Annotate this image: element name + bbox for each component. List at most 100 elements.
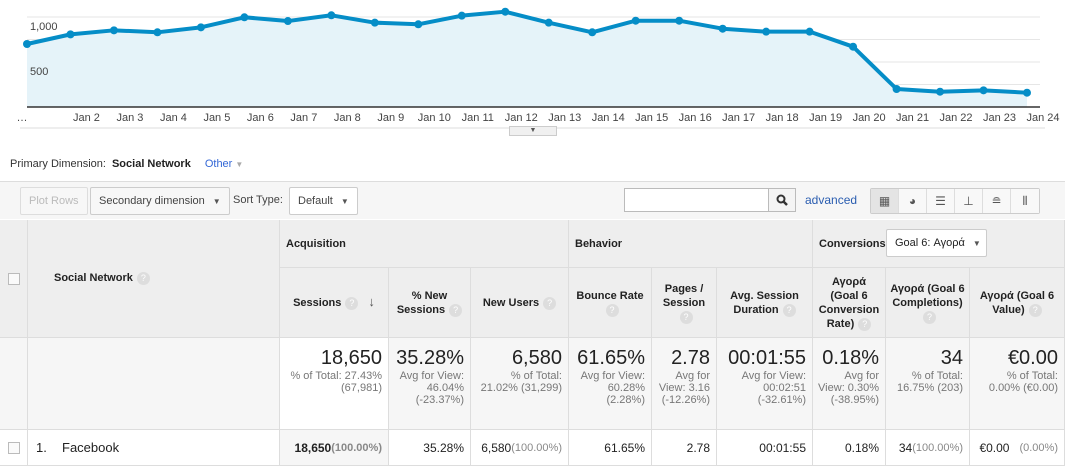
column-header[interactable]: Avg. Session Duration? bbox=[717, 268, 813, 338]
column-header-label: % New Sessions bbox=[396, 289, 448, 316]
search-button[interactable] bbox=[768, 188, 796, 212]
select-all-checkbox[interactable] bbox=[7, 272, 20, 285]
total-subtext: Avg for View: 3.16 (-12.26%) bbox=[658, 370, 710, 406]
x-tick-label: Jan 6 bbox=[247, 112, 274, 124]
data-point bbox=[370, 18, 379, 27]
table-search-input[interactable] bbox=[624, 188, 769, 212]
column-header-label: Bounce Rate bbox=[576, 289, 644, 302]
cell-value: 18,650 bbox=[294, 440, 332, 455]
column-header[interactable]: Pages / Session? bbox=[652, 268, 717, 338]
x-tick-label: Jan 20 bbox=[853, 112, 886, 124]
column-header[interactable]: Αγορά (Goal 6 Conversion Rate)? bbox=[813, 268, 886, 338]
data-point bbox=[23, 40, 31, 48]
x-tick-label: Jan 15 bbox=[635, 112, 668, 124]
secondary-dimension-dropdown[interactable]: Secondary dimension ▼ bbox=[90, 187, 230, 215]
group-behavior: Behavior bbox=[569, 220, 813, 268]
total-subtext: % of Total: 16.75% (203) bbox=[896, 370, 963, 394]
column-header-label: New Users bbox=[482, 296, 540, 309]
sort-type-dropdown[interactable]: Default ▼ bbox=[289, 187, 358, 215]
cell-value: 0.18% bbox=[844, 440, 879, 455]
totals-cell: 00:01:55 Avg for View: 00:02:51 (-32.61%) bbox=[717, 338, 813, 430]
table-view-grid-icon[interactable]: ▦ bbox=[871, 189, 899, 213]
advanced-filter-link[interactable]: advanced bbox=[805, 193, 858, 207]
chevron-down-icon: ▼ bbox=[972, 238, 981, 248]
column-header-label: Αγορά (Goal 6 Conversion Rate) bbox=[818, 275, 880, 330]
x-tick-label: Jan 2 bbox=[73, 112, 100, 124]
total-value: 35.28% bbox=[396, 347, 464, 369]
column-header[interactable]: Αγορά (Goal 6 Completions)? bbox=[886, 268, 970, 338]
chevron-down-icon: ▼ bbox=[235, 160, 244, 169]
column-header[interactable]: Bounce Rate? bbox=[569, 268, 652, 338]
help-icon[interactable]: ? bbox=[782, 303, 796, 317]
column-header-label: Αγορά (Goal 6 Completions) bbox=[890, 282, 965, 309]
help-icon[interactable]: ? bbox=[345, 297, 359, 310]
help-icon[interactable]: ? bbox=[1028, 303, 1042, 317]
totals-cell: 18,650% of Total: 27.43% (67,981) bbox=[280, 338, 389, 430]
performance-view-icon[interactable]: ☰ bbox=[927, 189, 955, 213]
pivot-view-icon[interactable]: ⦀ bbox=[1011, 189, 1039, 213]
row-checkbox[interactable] bbox=[7, 441, 20, 454]
row-cell: 0.18% bbox=[813, 430, 886, 466]
x-tick-label: Jan 14 bbox=[592, 112, 625, 124]
primary-dimension-social-network[interactable]: Social Network bbox=[111, 158, 191, 170]
column-header[interactable]: Αγορά (Goal 6 Value)? bbox=[970, 268, 1065, 338]
help-icon[interactable]: ? bbox=[858, 317, 872, 331]
x-tick-label: Jan 16 bbox=[679, 112, 712, 124]
cell-value: 61.65% bbox=[604, 440, 645, 455]
y-tick-label: 500 bbox=[30, 66, 48, 78]
goal-select-value: Goal 6: Αγορά bbox=[895, 237, 965, 249]
data-point bbox=[66, 30, 75, 39]
data-point bbox=[1023, 88, 1031, 97]
x-tick-label: Jan 8 bbox=[334, 112, 361, 124]
cell-value: 35.28% bbox=[423, 440, 464, 455]
data-point bbox=[849, 42, 858, 51]
total-subtext: Avg for View: 0.30% (-38.95%) bbox=[818, 370, 879, 406]
chart-collapse-toggle[interactable]: ▼ bbox=[509, 126, 557, 136]
row-cell: 2.78 bbox=[652, 430, 717, 466]
pie-view-icon[interactable]: ◕ bbox=[899, 189, 927, 213]
sort-desc-arrow-icon[interactable]: ↓ bbox=[368, 294, 375, 309]
column-header[interactable]: New Users? bbox=[471, 268, 569, 338]
sessions-line-chart: 1,000 500 … Jan 2 Jan 3 Jan 4 Jan 5 Jan 6 Jan 7 J… bbox=[17, 7, 1060, 129]
help-icon[interactable]: ? bbox=[136, 272, 150, 285]
total-subtext: % of Total: 21.02% (31,299) bbox=[480, 370, 562, 394]
total-value: 6,580 bbox=[511, 347, 562, 369]
series-line bbox=[26, 9, 1028, 95]
help-icon[interactable]: ? bbox=[543, 296, 557, 310]
column-header[interactable]: % New Sessions? bbox=[389, 268, 471, 338]
row-checkbox-cell bbox=[0, 430, 28, 466]
primary-dimension-bar: Primary Dimension: Social Network Other ▼ bbox=[10, 158, 243, 170]
help-icon[interactable]: ? bbox=[923, 310, 936, 324]
help-icon[interactable]: ? bbox=[605, 303, 619, 317]
x-tick-label: Jan 10 bbox=[418, 112, 451, 124]
totals-cell: 34% of Total: 16.75% (203) bbox=[886, 338, 970, 430]
data-point bbox=[675, 16, 684, 25]
data-point bbox=[544, 18, 553, 27]
plot-rows-button[interactable]: Plot Rows bbox=[20, 187, 88, 215]
data-point bbox=[283, 17, 292, 26]
x-tick-label: Jan 22 bbox=[940, 112, 973, 124]
data-point bbox=[718, 24, 727, 33]
chevron-down-icon: ▼ bbox=[212, 196, 221, 206]
term-cloud-view-icon[interactable]: ≘ bbox=[983, 189, 1011, 213]
x-tick-label: Jan 5 bbox=[203, 112, 230, 124]
data-point bbox=[805, 27, 814, 36]
row-name-facebook[interactable]: Facebook bbox=[62, 440, 120, 455]
cell-value: 6,580 bbox=[481, 440, 512, 455]
total-value: 0.18% bbox=[822, 347, 879, 369]
goal-select-dropdown[interactable]: Goal 6: Αγορά ▼ bbox=[886, 229, 987, 257]
primary-dimension-other[interactable]: Other ▼ bbox=[205, 158, 244, 170]
column-header[interactable]: Sessions? ↓ bbox=[280, 268, 389, 338]
view-switcher: ▦ ◕ ☰ ⊥ ≘ ⦀ bbox=[870, 188, 1040, 214]
totals-spacer bbox=[0, 338, 28, 430]
help-icon[interactable]: ? bbox=[449, 303, 463, 317]
group-acquisition: Acquisition bbox=[280, 220, 569, 268]
row-cell: €0.00 (0.00%) bbox=[970, 430, 1065, 466]
x-tick-label: Jan 9 bbox=[377, 112, 404, 124]
dimension-header[interactable]: Social Network? bbox=[28, 220, 280, 338]
comparison-view-icon[interactable]: ⊥ bbox=[955, 189, 983, 213]
data-point bbox=[327, 11, 336, 20]
data-point bbox=[501, 7, 510, 16]
help-icon[interactable]: ? bbox=[679, 310, 693, 324]
cell-percent: (100.00%) bbox=[331, 441, 382, 454]
